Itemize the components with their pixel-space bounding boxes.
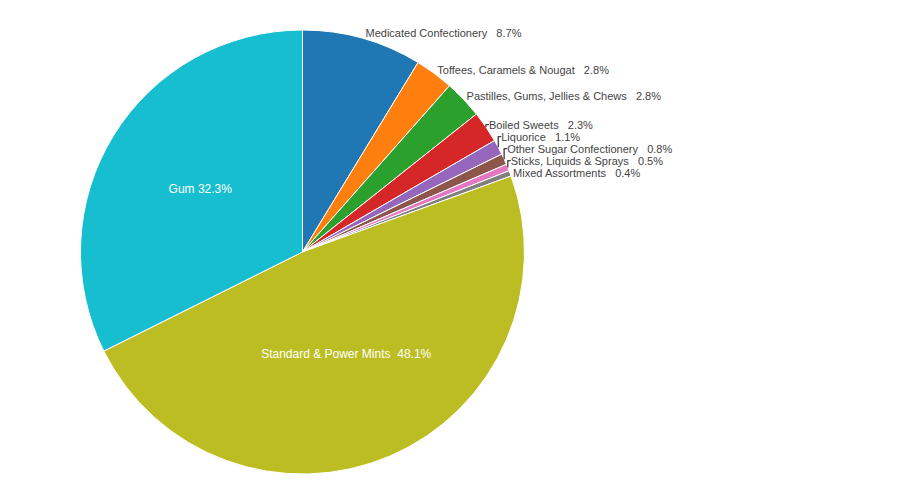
svg-text:Toffees, Caramels & Nougat 2: Toffees, Caramels & Nougat 2.8% [437,64,609,76]
svg-text:Other Sugar Confectionery 0.: Other Sugar Confectionery 0.8% [507,143,672,155]
svg-text:Pastilles, Gums, Jellies & Che: Pastilles, Gums, Jellies & Chews 2.8% [467,90,662,102]
svg-text:Standard & Power Mints 48.1%: Standard & Power Mints 48.1% [261,347,431,361]
svg-text:Mixed Assortments 0.4%: Mixed Assortments 0.4% [513,167,640,179]
svg-text:Sticks, Liquids & Sprays 0.5: Sticks, Liquids & Sprays 0.5% [511,155,663,167]
svg-text:Gum 32.3%: Gum 32.3% [169,182,233,196]
svg-text:Liquorice 1.1%: Liquorice 1.1% [501,131,580,143]
svg-text:Boiled Sweets 2.3%: Boiled Sweets 2.3% [489,119,593,131]
svg-text:Medicated Confectionery 8.7%: Medicated Confectionery 8.7% [366,27,522,39]
